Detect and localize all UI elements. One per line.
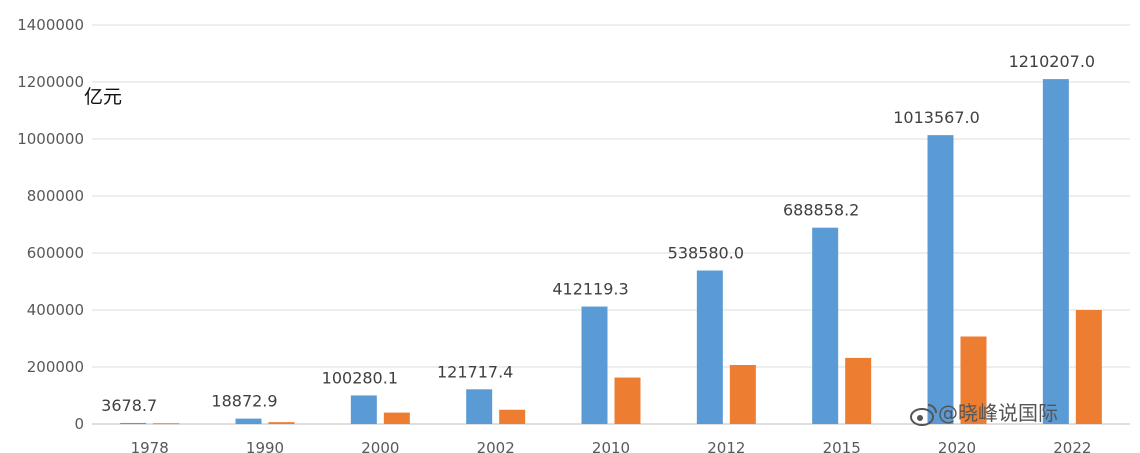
bar-series-1 (120, 422, 147, 424)
watermark: @晓峰说国际 (910, 401, 1058, 426)
watermark-text: @晓峰说国际 (938, 401, 1058, 425)
x-tick-label: 2010 (592, 439, 630, 453)
y-tick-label: 200000 (27, 358, 84, 376)
data-label: 18872.9 (211, 392, 277, 411)
bar-series-2 (383, 412, 410, 424)
x-tick-label: 2000 (361, 439, 399, 453)
y-tick-label: 1000000 (17, 130, 84, 148)
data-label: 538580.0 (668, 244, 744, 263)
bars (120, 79, 1102, 425)
bar-series-2 (960, 336, 987, 424)
y-axis-unit-label: 亿元 (84, 86, 122, 108)
weibo-logo-icon (910, 404, 937, 426)
bar-series-1 (235, 418, 262, 424)
bar-series-1 (350, 395, 377, 424)
data-label: 3678.7 (101, 396, 157, 415)
data-label: 412119.3 (552, 280, 628, 299)
data-label: 100280.1 (322, 368, 398, 387)
data-labels: 3678.7 18872.9 100280.1 121717.4 412119.3 538… (101, 52, 1095, 415)
x-tick-label: 2022 (1053, 439, 1091, 453)
bar-series-2 (1075, 310, 1102, 424)
data-label: 688858.2 (783, 201, 859, 220)
y-tick-label: 400000 (27, 301, 84, 319)
x-tick-label: 2015 (823, 439, 861, 453)
y-tick-label: 800000 (27, 187, 84, 205)
x-tick-label: 2020 (938, 439, 976, 453)
x-tick-label: 1978 (131, 439, 169, 453)
bar-series-2 (499, 409, 526, 424)
data-label: 121717.4 (437, 362, 513, 381)
x-tick-label: 1990 (246, 439, 284, 453)
x-tick-label: 2012 (707, 439, 745, 453)
y-axis-ticks: 0 200000 400000 600000 800000 1000000 1200000 1… (17, 16, 84, 433)
bar-series-2 (153, 423, 180, 425)
bar-series-2 (268, 422, 295, 424)
data-label: 1013567.0 (893, 108, 980, 127)
y-tick-label: 1400000 (17, 16, 84, 34)
bar-series-2 (614, 377, 641, 424)
bar-series-1 (581, 306, 608, 424)
bar-series-1 (812, 227, 839, 424)
bar-series-1 (927, 135, 954, 424)
bar-series-1 (696, 270, 723, 424)
data-label: 1210207.0 (1009, 52, 1096, 71)
bar-series-1 (1042, 79, 1069, 424)
y-tick-label: 600000 (27, 244, 84, 262)
x-tick-label: 2002 (477, 439, 515, 453)
y-tick-label: 1200000 (17, 73, 84, 91)
bar-series-1 (466, 389, 493, 424)
y-tick-label: 0 (74, 415, 84, 433)
bar-series-2 (845, 357, 872, 424)
gridlines (92, 24, 1130, 425)
bar-series-2 (729, 365, 756, 424)
x-axis-ticks: 1978 1990 2000 2002 2010 2012 2015 2020 2022 (131, 439, 1092, 453)
